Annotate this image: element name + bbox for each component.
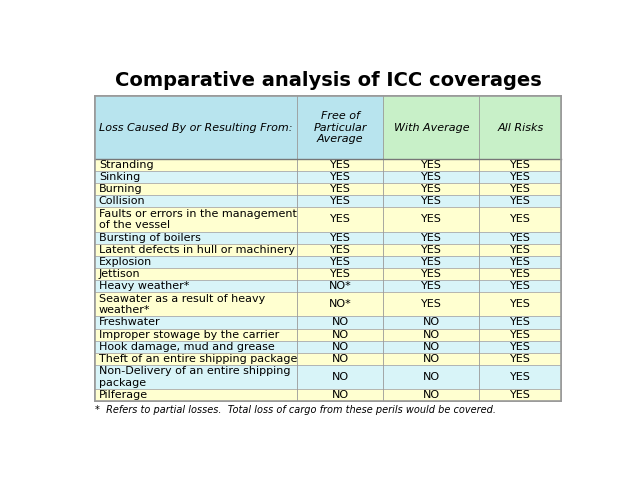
Text: NO: NO [332, 342, 349, 352]
Text: Jettison: Jettison [99, 269, 140, 279]
Text: YES: YES [510, 330, 531, 340]
Bar [95, 231, 561, 244]
Text: Stranding: Stranding [99, 160, 154, 170]
Text: YES: YES [510, 233, 531, 242]
Text: YES: YES [510, 215, 531, 225]
Bar [95, 316, 561, 329]
Text: YES: YES [510, 354, 531, 364]
Text: NO: NO [423, 372, 440, 382]
Text: All Risks: All Risks [497, 122, 543, 132]
Text: YES: YES [510, 300, 531, 309]
Bar [95, 207, 561, 231]
Text: Freshwater: Freshwater [99, 317, 161, 327]
Bar [95, 353, 561, 365]
Text: YES: YES [510, 184, 531, 194]
Text: With Average: With Average [394, 122, 469, 132]
Text: NO: NO [423, 342, 440, 352]
Text: YES: YES [421, 233, 442, 242]
Text: Theft of an entire shipping package: Theft of an entire shipping package [99, 354, 297, 364]
Text: Pilferage: Pilferage [99, 390, 148, 400]
Bar [95, 171, 561, 183]
Text: YES: YES [510, 257, 531, 267]
Text: NO: NO [423, 330, 440, 340]
Text: YES: YES [510, 172, 531, 182]
Text: Burning: Burning [99, 184, 143, 194]
Bar [95, 183, 561, 195]
Text: YES: YES [330, 184, 351, 194]
Text: YES: YES [421, 281, 442, 291]
Text: YES: YES [330, 233, 351, 242]
Text: Faults or errors in the management
of the vessel: Faults or errors in the management of th… [99, 209, 297, 230]
Text: YES: YES [421, 300, 442, 309]
Text: YES: YES [421, 184, 442, 194]
Text: YES: YES [330, 215, 351, 225]
Bar [95, 195, 561, 207]
Text: YES: YES [330, 196, 351, 206]
Bar [95, 329, 561, 341]
Text: Bursting of boilers: Bursting of boilers [99, 233, 201, 242]
Text: YES: YES [330, 172, 351, 182]
Bar [297, 96, 383, 159]
Text: NO: NO [332, 372, 349, 382]
Text: YES: YES [510, 317, 531, 327]
Text: Seawater as a result of heavy
weather*: Seawater as a result of heavy weather* [99, 293, 265, 315]
Text: Free of
Particular
Average: Free of Particular Average [313, 111, 367, 144]
Text: YES: YES [421, 160, 442, 170]
Text: Latent defects in hull or machinery: Latent defects in hull or machinery [99, 245, 295, 255]
Text: YES: YES [510, 281, 531, 291]
Text: YES: YES [510, 245, 531, 255]
Text: Explosion: Explosion [99, 257, 152, 267]
Text: YES: YES [510, 390, 531, 400]
Text: *  Refers to partial losses.  Total loss of cargo from these perils would be cov: * Refers to partial losses. Total loss o… [95, 405, 496, 415]
Text: YES: YES [510, 372, 531, 382]
Text: NO: NO [332, 390, 349, 400]
Text: YES: YES [421, 245, 442, 255]
Text: YES: YES [421, 215, 442, 225]
Text: YES: YES [421, 269, 442, 279]
Text: NO: NO [423, 317, 440, 327]
Text: YES: YES [330, 245, 351, 255]
Text: Collision: Collision [99, 196, 145, 206]
Bar [95, 244, 561, 256]
Bar [95, 341, 561, 353]
Text: NO*: NO* [329, 300, 351, 309]
Text: YES: YES [421, 257, 442, 267]
Text: Loss Caused By or Resulting From:: Loss Caused By or Resulting From: [99, 122, 292, 132]
Text: YES: YES [510, 160, 531, 170]
Text: YES: YES [330, 269, 351, 279]
Text: Comparative analysis of ICC coverages: Comparative analysis of ICC coverages [115, 71, 541, 90]
Text: Improper stowage by the carrier: Improper stowage by the carrier [99, 330, 279, 340]
Bar [95, 96, 561, 401]
Text: YES: YES [510, 269, 531, 279]
Text: NO: NO [332, 317, 349, 327]
Text: YES: YES [510, 342, 531, 352]
Bar [479, 96, 561, 159]
Bar [95, 256, 561, 268]
Text: NO: NO [423, 390, 440, 400]
Text: Heavy weather*: Heavy weather* [99, 281, 189, 291]
Text: Non-Delivery of an entire shipping
package: Non-Delivery of an entire shipping packa… [99, 366, 291, 388]
Bar [95, 292, 561, 316]
Bar [383, 96, 479, 159]
Text: YES: YES [421, 196, 442, 206]
Bar [95, 365, 561, 389]
Text: YES: YES [330, 160, 351, 170]
Text: YES: YES [510, 196, 531, 206]
Text: YES: YES [330, 257, 351, 267]
Bar [95, 389, 561, 401]
Text: NO: NO [423, 354, 440, 364]
Text: Sinking: Sinking [99, 172, 140, 182]
Text: NO*: NO* [329, 281, 351, 291]
Bar [95, 268, 561, 280]
Bar [95, 280, 561, 292]
Bar [95, 96, 297, 159]
Text: YES: YES [421, 172, 442, 182]
Text: NO: NO [332, 330, 349, 340]
Text: NO: NO [332, 354, 349, 364]
Text: Hook damage, mud and grease: Hook damage, mud and grease [99, 342, 275, 352]
Bar [95, 159, 561, 171]
